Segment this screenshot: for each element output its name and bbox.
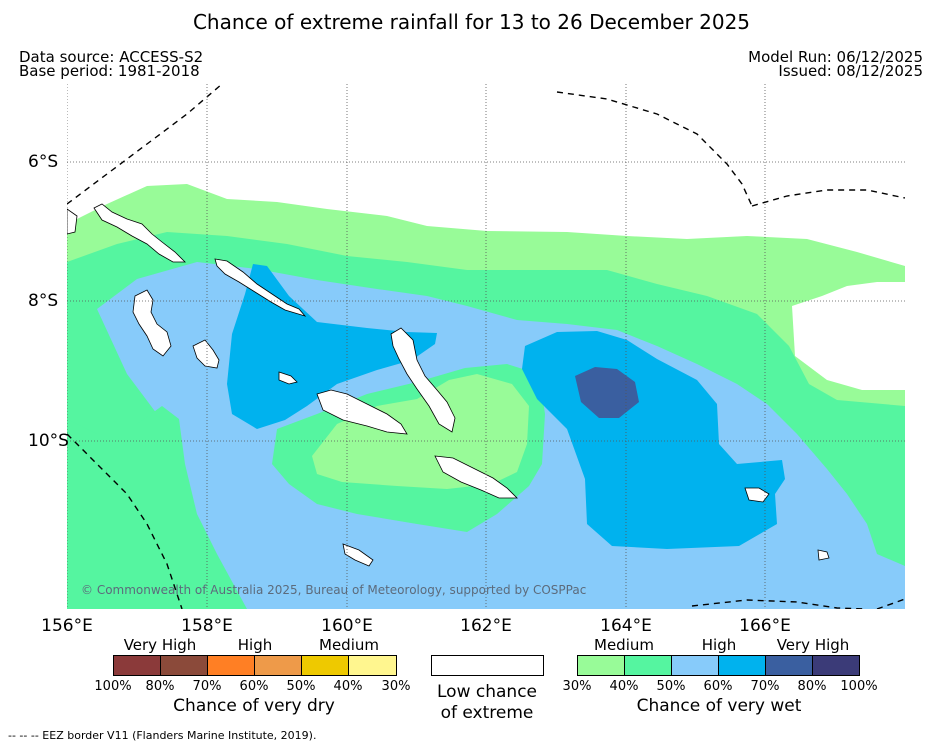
- dry-percent: 100%: [94, 679, 132, 694]
- wet-percent: 80%: [797, 679, 827, 694]
- dry-caption: Chance of very dry: [173, 696, 335, 716]
- lon-label: 158°E: [181, 616, 233, 636]
- data-source: Data source: ACCESS-S2: [19, 48, 204, 66]
- dry-percent: 60%: [239, 679, 269, 694]
- low-chance-caption-line2: of extreme: [440, 703, 534, 723]
- lat-label: 8°S: [28, 291, 59, 311]
- wet-category: Medium: [594, 636, 654, 654]
- wet-percent: 100%: [840, 679, 878, 694]
- dry-percent: 80%: [145, 679, 175, 694]
- dry-swatch: [160, 655, 208, 676]
- region-30pct-center: [312, 374, 529, 489]
- wet-percent: 60%: [703, 679, 733, 694]
- low-chance-caption: Low chance of extreme: [437, 682, 537, 724]
- wet-caption: Chance of very wet: [636, 696, 802, 716]
- base-period: Base period: 1981-2018: [19, 62, 200, 80]
- gridlines: [67, 84, 905, 609]
- dry-swatch: [348, 655, 397, 676]
- region-low-chance-east: [792, 282, 905, 390]
- map-title: Chance of extreme rainfall for 13 to 26 …: [192, 10, 751, 34]
- wet-swatch: [812, 655, 860, 676]
- wet-swatch: [624, 655, 672, 676]
- lon-label: 166°E: [739, 616, 791, 636]
- eez-footnote: -- -- -- EEZ border V11 (Flanders Marine…: [8, 729, 317, 742]
- wet-swatch: [718, 655, 766, 676]
- lon-label: 164°E: [600, 616, 652, 636]
- wet-swatch: [765, 655, 813, 676]
- wet-percent: 30%: [562, 679, 592, 694]
- dry-percent: 50%: [286, 679, 316, 694]
- dry-swatch: [113, 655, 161, 676]
- rainfall-map: [67, 84, 905, 609]
- issued-date: Issued: 08/12/2025: [778, 62, 923, 80]
- lon-label: 162°E: [460, 616, 512, 636]
- dry-category: High: [237, 636, 273, 654]
- lon-label: 160°E: [321, 616, 373, 636]
- dry-category: Medium: [319, 636, 379, 654]
- wet-percent: 40%: [609, 679, 639, 694]
- eez-borders: [67, 84, 905, 609]
- wet-percent: 70%: [750, 679, 780, 694]
- low-chance-swatch: [431, 655, 544, 676]
- copyright-notice: © Commonwealth of Australia 2025, Bureau…: [81, 583, 587, 597]
- dry-swatch: [207, 655, 255, 676]
- wet-category: Very High: [776, 636, 850, 654]
- dry-percent: 30%: [381, 679, 411, 694]
- wet-percent: 50%: [656, 679, 686, 694]
- low-chance-caption-line1: Low chance: [437, 682, 537, 702]
- lat-label: 10°S: [28, 431, 69, 451]
- region-40pct-south: [67, 406, 247, 609]
- dry-percent: 40%: [333, 679, 363, 694]
- wet-swatch: [671, 655, 719, 676]
- wet-category: High: [701, 636, 737, 654]
- model-run: Model Run: 06/12/2025: [748, 48, 923, 66]
- dry-swatch: [301, 655, 349, 676]
- wet-swatch: [577, 655, 625, 676]
- dry-category: Very High: [123, 636, 197, 654]
- dry-percent: 70%: [192, 679, 222, 694]
- coastlines: [67, 203, 830, 567]
- dry-swatch: [254, 655, 302, 676]
- region-70pct: [575, 367, 639, 418]
- lon-label: 156°E: [41, 616, 93, 636]
- lat-label: 6°S: [28, 152, 59, 172]
